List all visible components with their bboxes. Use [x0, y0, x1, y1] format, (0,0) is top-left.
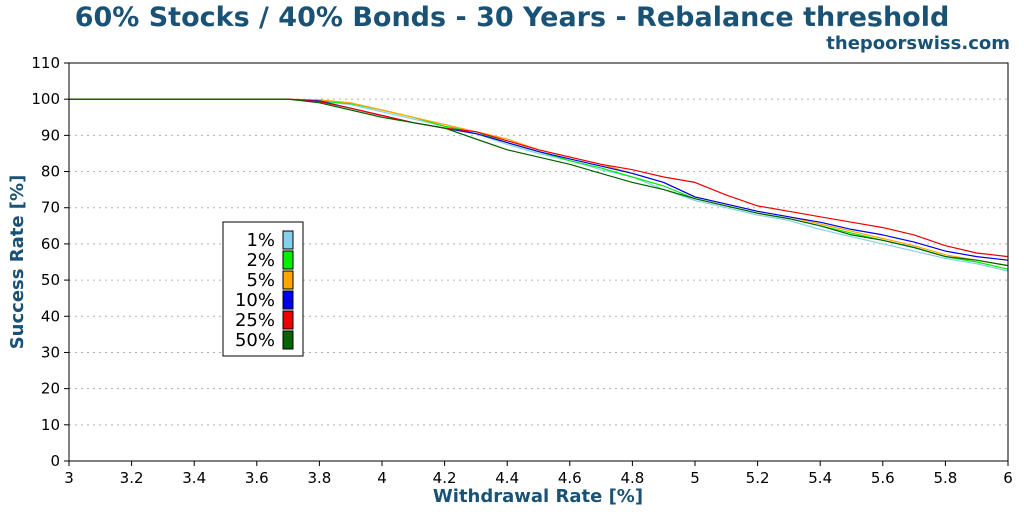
x-tick-label: 4.2	[433, 469, 457, 487]
grid	[69, 62, 1008, 426]
x-tick-label: 3.4	[182, 469, 206, 487]
y-tick-label: 0	[50, 452, 60, 470]
series-lines	[69, 98, 1009, 272]
y-tick-label: 90	[41, 126, 60, 144]
legend-label: 5%	[246, 270, 275, 291]
chart-subtitle: thepoorswiss.com	[826, 33, 1010, 54]
x-tick-label: 5.8	[933, 469, 957, 487]
x-tick-label: 3.6	[245, 469, 269, 487]
legend-label: 1%	[246, 230, 275, 251]
y-axis-label: Success Rate [%]	[7, 175, 28, 350]
x-axis-label: Withdrawal Rate [%]	[433, 486, 643, 507]
legend-label: 2%	[246, 250, 275, 271]
y-tick-label: 110	[31, 54, 60, 72]
y-tick-label: 100	[31, 90, 60, 108]
y-tick-label: 20	[41, 380, 60, 398]
x-tick-label: 4.8	[620, 469, 644, 487]
plot-frame	[68, 62, 1009, 462]
legend-swatch	[282, 270, 294, 290]
legend-swatch	[282, 290, 294, 310]
y-tick-label: 40	[41, 307, 60, 325]
x-tick-label: 3.8	[307, 469, 331, 487]
series-line-10pct	[69, 98, 1009, 261]
legend-swatch	[282, 250, 294, 270]
y-tick-label: 80	[41, 163, 60, 181]
chart-title: 60% Stocks / 40% Bonds - 30 Years - Reba…	[75, 2, 950, 33]
x-axis-ticks: 3 3.2 3.4 3.6 3.8 4 4.2 4.4 4.6 4.8 5 5.2 5.4 5.6 5.8 6	[64, 461, 1013, 487]
x-tick-label: 5.4	[808, 469, 832, 487]
y-axis-ticks: 0 10 20 30 40 50 60 70 80 90 100 110	[31, 54, 69, 470]
y-tick-label: 70	[41, 199, 60, 217]
legend: 1%2%5%10%25%50%	[222, 221, 304, 357]
x-tick-label: 5.2	[746, 469, 770, 487]
x-tick-label: 5	[690, 469, 700, 487]
x-tick-label: 6	[1003, 469, 1013, 487]
series-line-1pct	[69, 98, 1009, 272]
y-tick-label: 60	[41, 235, 60, 253]
x-tick-label: 4.6	[558, 469, 582, 487]
y-tick-label: 50	[41, 271, 60, 289]
legend-label: 25%	[235, 310, 275, 331]
series-line-25pct	[69, 98, 1009, 258]
x-tick-label: 5.6	[871, 469, 895, 487]
legend-swatch	[282, 310, 294, 330]
y-tick-label: 10	[41, 416, 60, 434]
legend-label: 50%	[235, 330, 275, 351]
legend-swatch	[282, 230, 294, 250]
x-tick-label: 4.4	[495, 469, 519, 487]
y-tick-label: 30	[41, 343, 60, 361]
series-line-50pct	[69, 98, 1009, 267]
x-tick-label: 3.2	[120, 469, 144, 487]
legend-label: 10%	[235, 290, 275, 311]
legend-swatch	[282, 330, 294, 350]
x-tick-label: 3	[64, 469, 74, 487]
x-tick-label: 4	[377, 469, 387, 487]
